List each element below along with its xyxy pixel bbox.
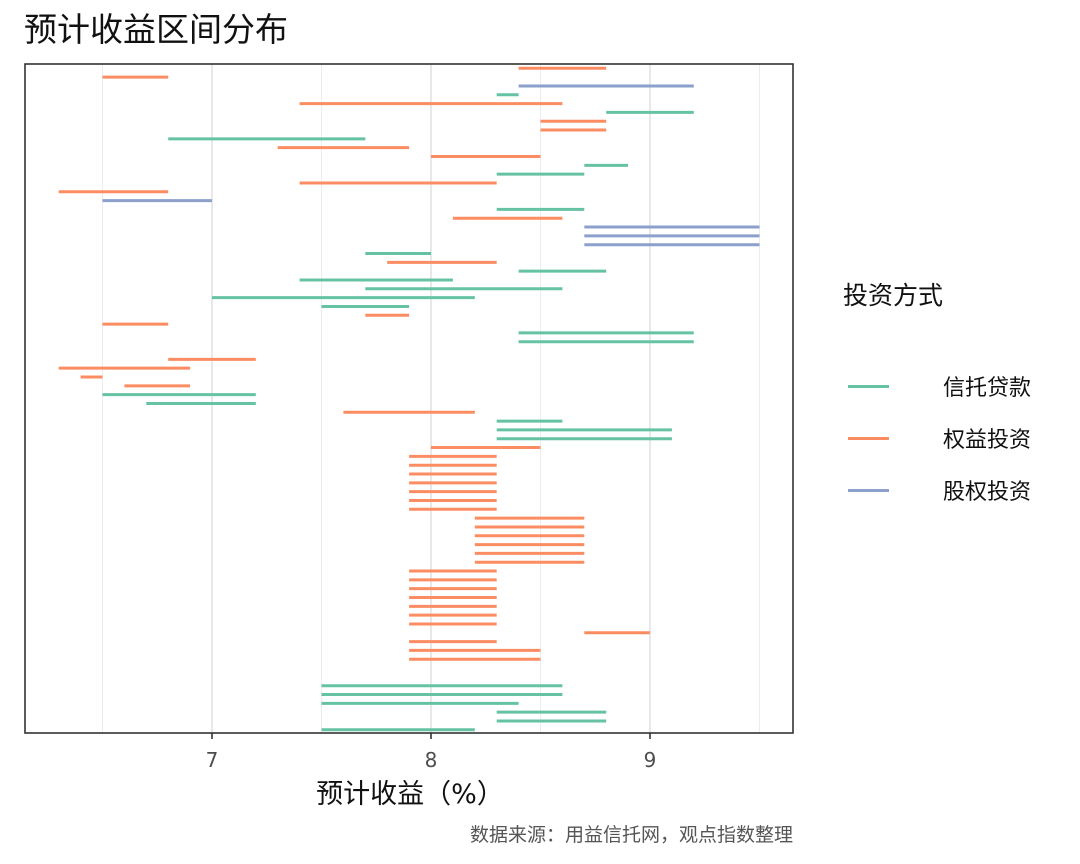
x-axis-ticks: 7 8 9 — [206, 733, 657, 772]
source-caption: 数据来源：用益信托网，观点指数整理 — [469, 824, 793, 846]
legend-item-equity-investment: 权益投资 — [843, 412, 1031, 464]
legend-label: 信托贷款 — [943, 376, 1032, 401]
legend-item-stock-investment: 股权投资 — [843, 464, 1031, 516]
legend-title: 投资方式 — [843, 281, 944, 310]
panel-border — [24, 63, 794, 734]
x-tick-label: 8 — [425, 748, 438, 772]
legend-item-trust-loan: 信托贷款 — [843, 360, 1031, 412]
chart-title: 预计收益区间分布 — [24, 10, 288, 49]
x-axis-title: 预计收益（%） — [0, 772, 820, 811]
legend-label: 权益投资 — [943, 428, 1032, 453]
legend: 投资方式 信托贷款 权益投资 股权投资 — [843, 276, 1031, 516]
x-tick-label: 9 — [644, 748, 657, 772]
legend-key-line-icon — [848, 436, 889, 440]
x-axis-title-text: 预计收益（%） — [316, 779, 504, 810]
gridlines — [102, 64, 760, 733]
data-segments — [58, 66, 760, 732]
legend-key-line-icon — [848, 384, 889, 388]
legend-label: 股权投资 — [943, 480, 1032, 505]
x-tick-label: 7 — [206, 748, 219, 772]
legend-key-line-icon — [848, 488, 889, 492]
